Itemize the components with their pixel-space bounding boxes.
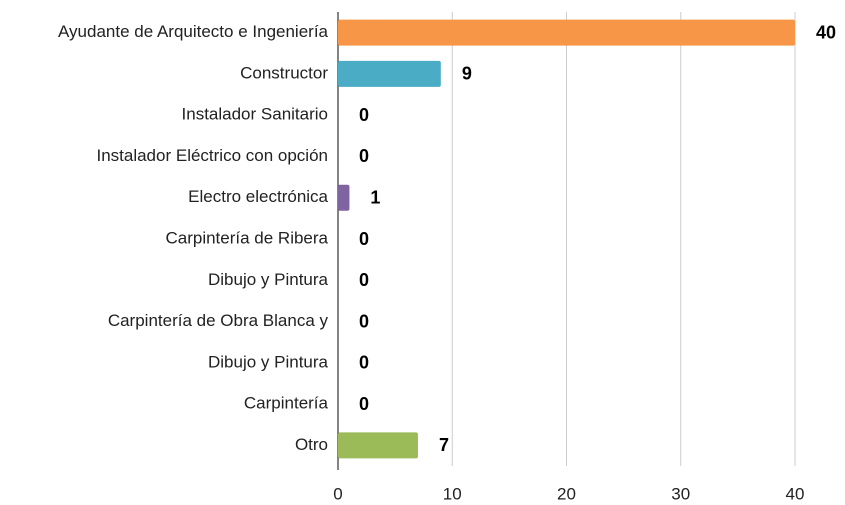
y-tick-label: Carpintería de Ribera xyxy=(165,228,328,247)
x-tick-label: 0 xyxy=(333,484,342,503)
y-tick-label: Ayudante de Arquitecto e Ingeniería xyxy=(58,22,329,41)
value-label: 1 xyxy=(370,187,380,207)
value-label: 0 xyxy=(359,229,369,249)
value-label: 0 xyxy=(359,353,369,373)
x-tick-label: 30 xyxy=(671,484,690,503)
x-tick-label: 40 xyxy=(786,484,805,503)
value-label: 0 xyxy=(359,146,369,166)
value-label: 0 xyxy=(359,311,369,331)
value-label: 0 xyxy=(359,270,369,290)
value-label: 0 xyxy=(359,105,369,125)
y-tick-label: Otro xyxy=(295,435,328,454)
value-label: 9 xyxy=(462,64,472,84)
y-tick-label: Carpintería xyxy=(244,394,329,413)
y-tick-label: Instalador Sanitario xyxy=(182,105,328,124)
y-tick-label: Instalador Eléctrico con opción xyxy=(96,146,328,165)
bar xyxy=(338,184,350,211)
y-tick-label: Dibujo y Pintura xyxy=(208,352,329,371)
value-label: 0 xyxy=(359,394,369,414)
x-tick-label: 10 xyxy=(443,484,462,503)
bar xyxy=(338,19,795,46)
y-tick-label: Electro electrónica xyxy=(188,187,328,206)
y-tick-label: Constructor xyxy=(240,63,328,82)
value-label: 7 xyxy=(439,435,449,455)
bar xyxy=(338,432,418,459)
x-tick-label: 20 xyxy=(557,484,576,503)
value-label: 40 xyxy=(816,22,836,42)
y-tick-label: Carpintería de Obra Blanca y xyxy=(108,311,329,330)
bar xyxy=(338,60,441,87)
y-tick-label: Dibujo y Pintura xyxy=(208,270,329,289)
